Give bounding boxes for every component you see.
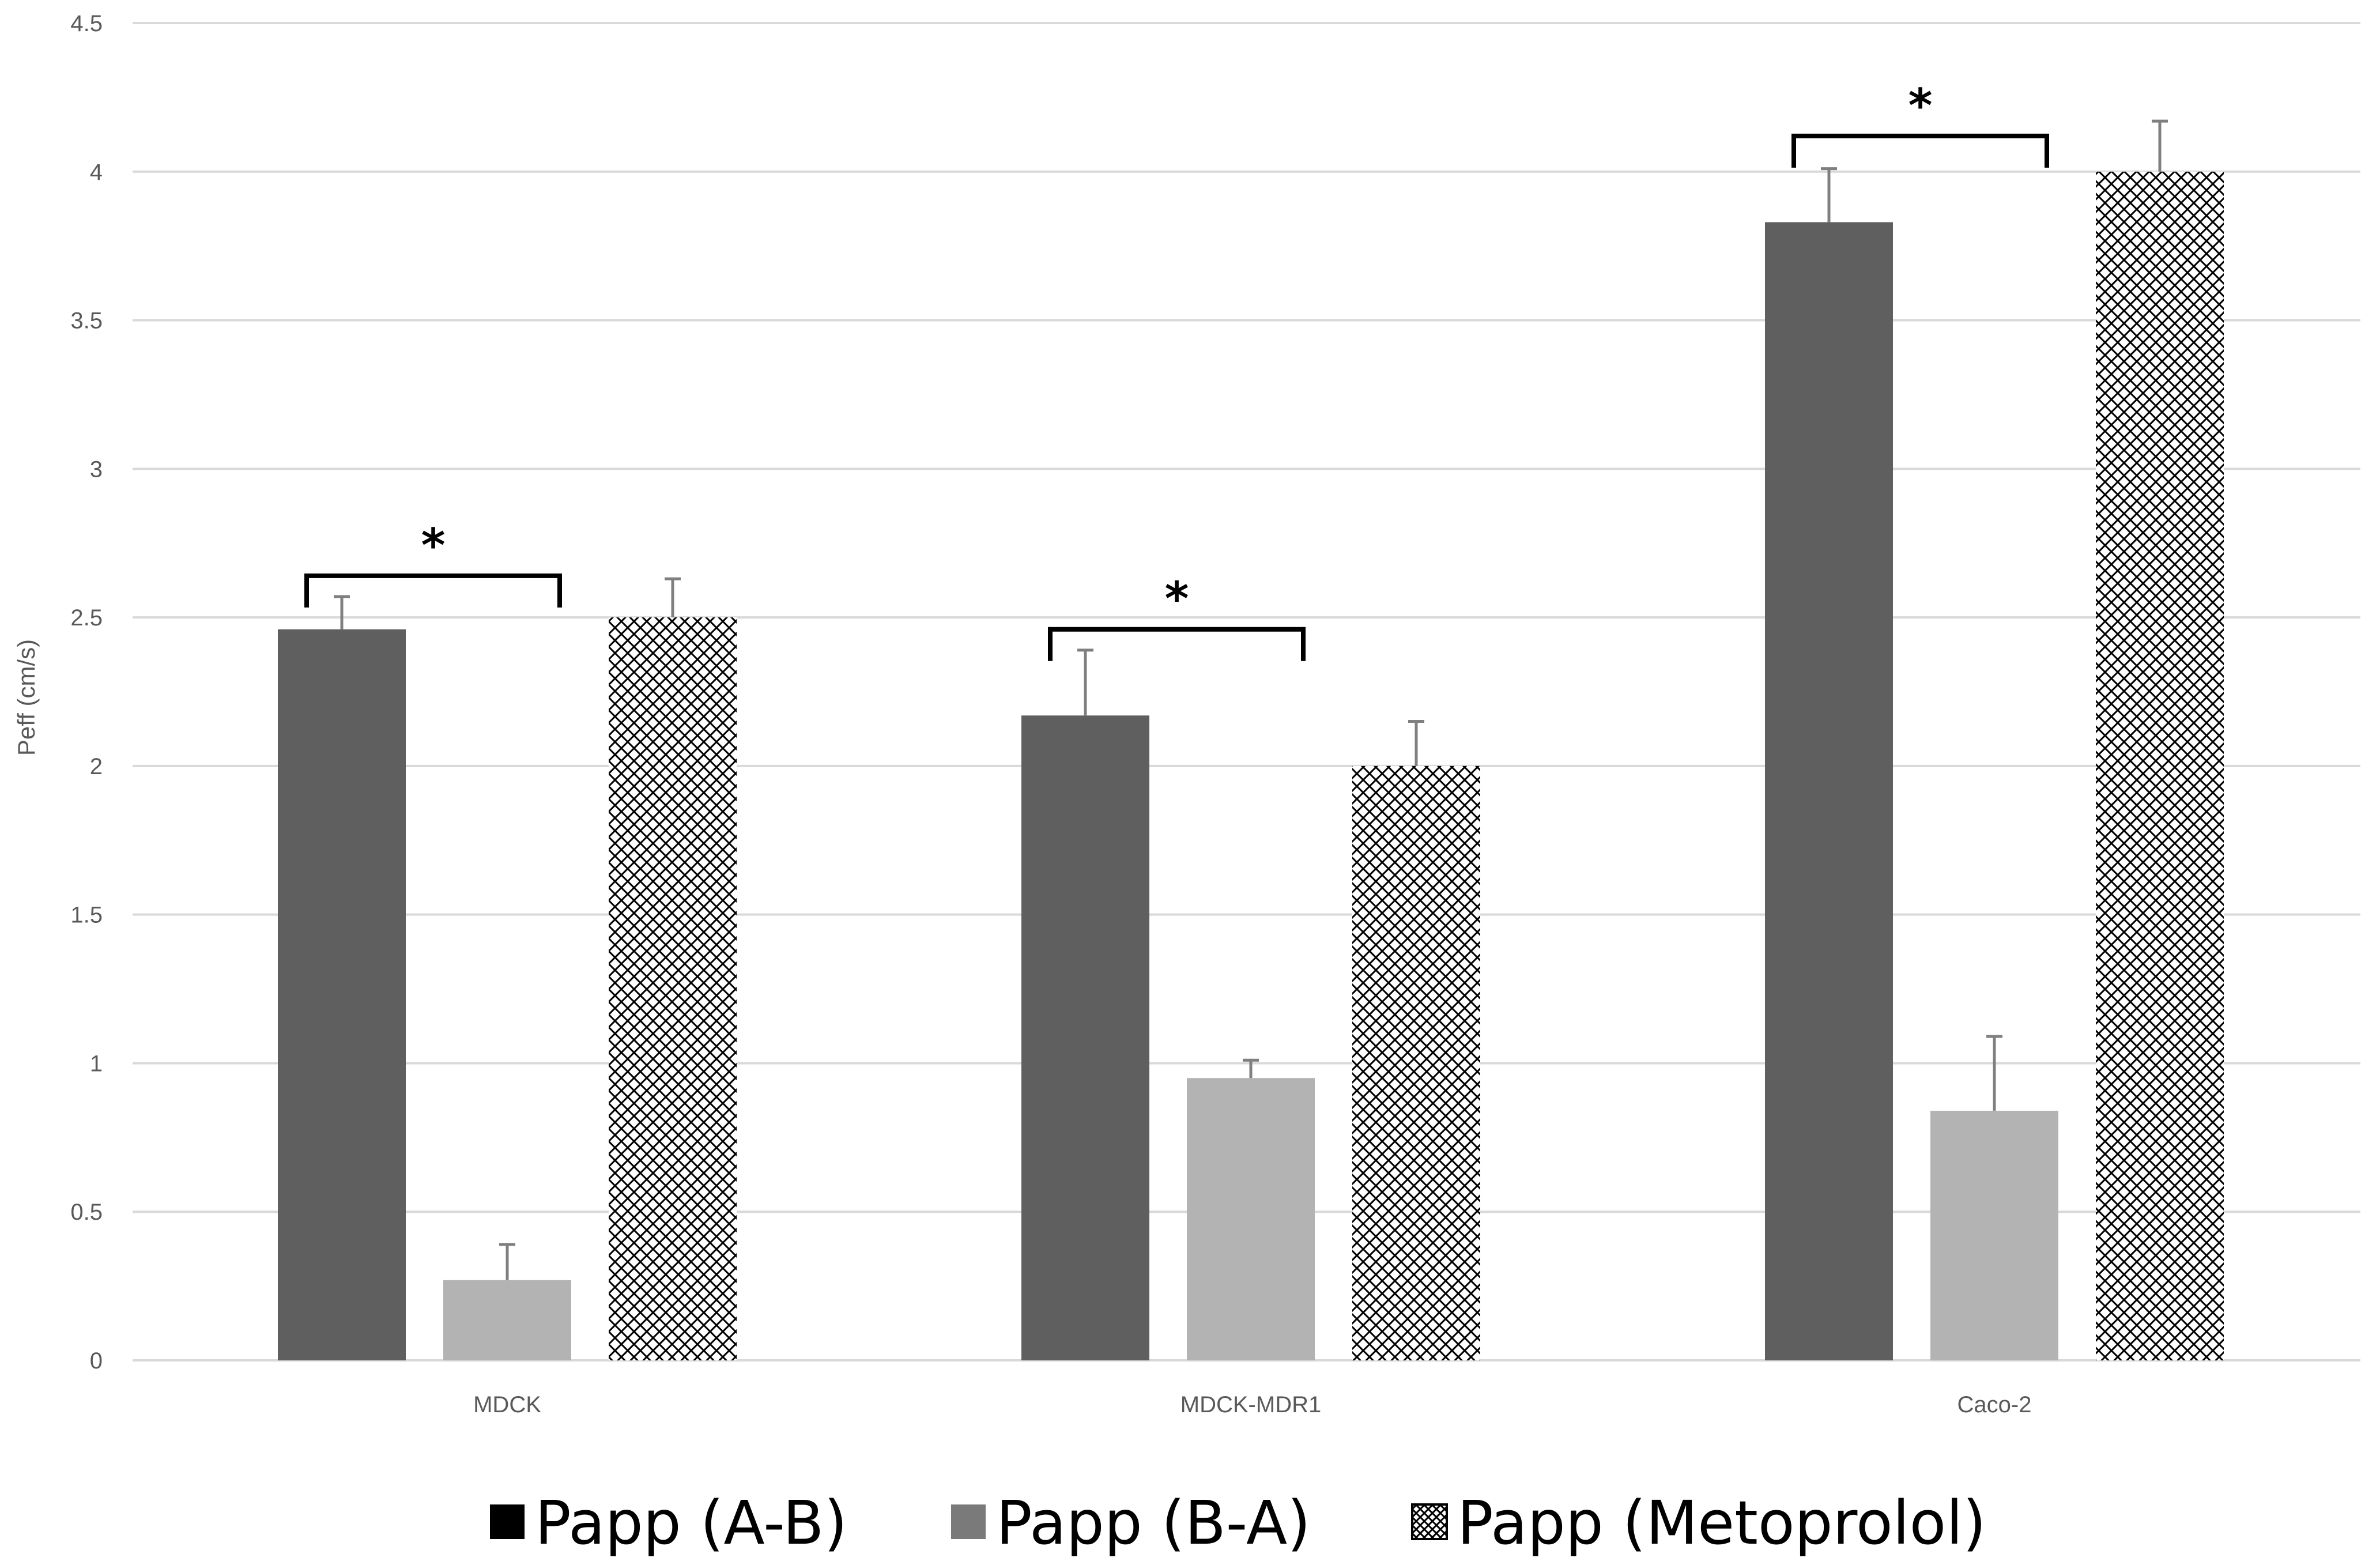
legend-label: Papp (A-B) [535,1488,847,1558]
gridlines [133,22,2360,1362]
error-bar [665,577,681,618]
y-tick-label: 0 [90,1348,103,1374]
y-axis-ticks: 0 0.5 1 1.5 2 2.5 3 3.5 4 4.5 [70,11,103,1374]
y-tick-label: 4.5 [70,11,103,36]
error-bars [334,119,2168,1280]
y-tick-label: 0.5 [70,1200,103,1225]
bar-mdck-series-3 [609,617,737,1360]
y-tick-label: 3.5 [70,308,103,334]
y-tick-label: 1 [90,1051,103,1076]
legend-swatch [490,1504,525,1539]
bar-mdck-mdr1-series-1 [1021,715,1149,1360]
significance-bracket [1791,133,2049,168]
bar-mdck-series-1 [278,629,406,1360]
legend-label: Papp (B-A) [996,1488,1311,1558]
x-axis-categories: MDCK MDCK-MDR1 Caco-2 [473,1392,2031,1417]
legend-swatch [951,1504,986,1539]
y-axis-title: Peff (cm/s) [13,639,40,756]
legend-label: Papp (Metoprolol) [1457,1488,1986,1558]
y-tick-label: 4 [90,160,103,185]
bar-mdck-mdr1-series-2 [1187,1078,1315,1360]
error-bar [1821,167,1837,223]
y-tick-label: 2.5 [70,605,103,631]
bar-caco-2-series-2 [1930,1110,2058,1360]
y-tick-label: 1.5 [70,903,103,928]
error-bar [2152,119,2168,172]
x-category-label: Caco-2 [1957,1392,2032,1417]
bar-mdck-series-2 [443,1280,571,1360]
significance-star: * [421,519,446,572]
y-tick-label: 3 [90,457,103,482]
legend-item: Papp (Metoprolol) [1411,1488,1986,1558]
bar-caco-2-series-1 [1765,222,1893,1360]
error-bar [334,595,350,629]
bar-mdck-mdr1-series-3 [1352,765,1480,1360]
bar-caco-2-series-3 [2096,171,2224,1360]
error-bar [1243,1058,1259,1078]
significance-bracket [1048,627,1306,661]
legend-swatch [1411,1503,1448,1540]
error-bar [1408,720,1424,766]
x-category-label: MDCK [473,1392,541,1417]
significance-markers: * * * [304,79,2049,661]
significance-bracket [304,573,562,608]
y-tick-label: 2 [90,754,103,779]
x-category-label: MDCK-MDR1 [1180,1392,1321,1417]
error-bar [1077,648,1093,716]
significance-star: * [1908,79,1933,133]
legend: Papp (A-B) Papp (B-A) Papp (Metoprolol) [490,1488,1986,1558]
legend-item: Papp (B-A) [951,1488,1311,1558]
error-bar [499,1243,515,1280]
significance-star: * [1165,572,1189,626]
legend-item: Papp (A-B) [490,1488,847,1558]
error-bar [1986,1035,2002,1111]
bars [278,171,2224,1360]
